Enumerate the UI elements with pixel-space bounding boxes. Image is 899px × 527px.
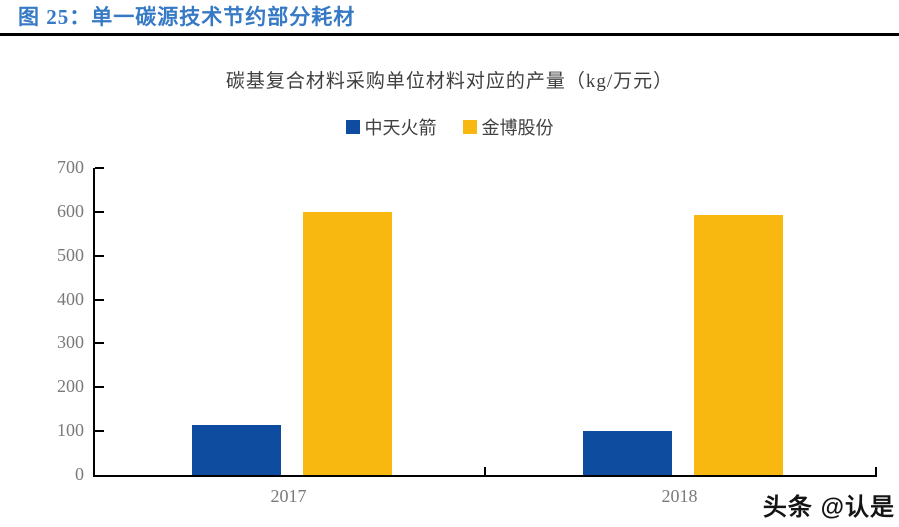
chart-legend: 中天火箭 金博股份	[0, 114, 899, 140]
legend-label: 中天火箭	[364, 118, 437, 138]
y-tick-label: 0	[75, 464, 84, 484]
legend-swatch-icon	[345, 120, 360, 134]
x-axis-tick	[484, 467, 486, 475]
y-axis-tick	[95, 167, 104, 169]
bar-金博股份-2017	[302, 211, 392, 475]
y-tick-label: 300	[57, 332, 84, 353]
y-tick-label: 700	[57, 157, 84, 177]
y-tick-label: 500	[57, 244, 84, 265]
x-axis-tick	[875, 467, 877, 475]
legend-label: 金博股份	[481, 118, 554, 138]
bar-中天火箭-2018	[582, 431, 672, 475]
y-axis-tick	[95, 254, 104, 257]
header-divider	[0, 33, 899, 36]
legend-item: 金博股份	[462, 114, 554, 140]
bar-中天火箭-2017	[191, 425, 281, 475]
y-axis-tick	[95, 298, 104, 301]
x-tick-label: 2017	[270, 486, 307, 506]
y-tick-label: 600	[57, 200, 84, 221]
x-tick-label: 2018	[661, 486, 698, 506]
plot-area	[93, 167, 877, 477]
y-axis-tick	[95, 430, 104, 433]
y-axis-tick	[95, 210, 104, 213]
y-tick-label: 100	[57, 420, 84, 441]
y-axis-tick	[95, 386, 104, 389]
chart-title: 碳基复合材料采购单位材料对应的产量（kg/万元）	[225, 71, 674, 92]
legend-item: 中天火箭	[345, 114, 437, 140]
y-tick-label: 400	[57, 288, 84, 309]
y-axis-tick	[95, 342, 104, 345]
watermark: 头条 @认是	[762, 494, 895, 521]
figure-caption: 图 25：单一碳源技术节约部分耗材	[18, 5, 356, 29]
bar-金博股份-2018	[693, 215, 783, 475]
legend-swatch-icon	[462, 120, 477, 134]
y-tick-label: 200	[57, 376, 84, 397]
